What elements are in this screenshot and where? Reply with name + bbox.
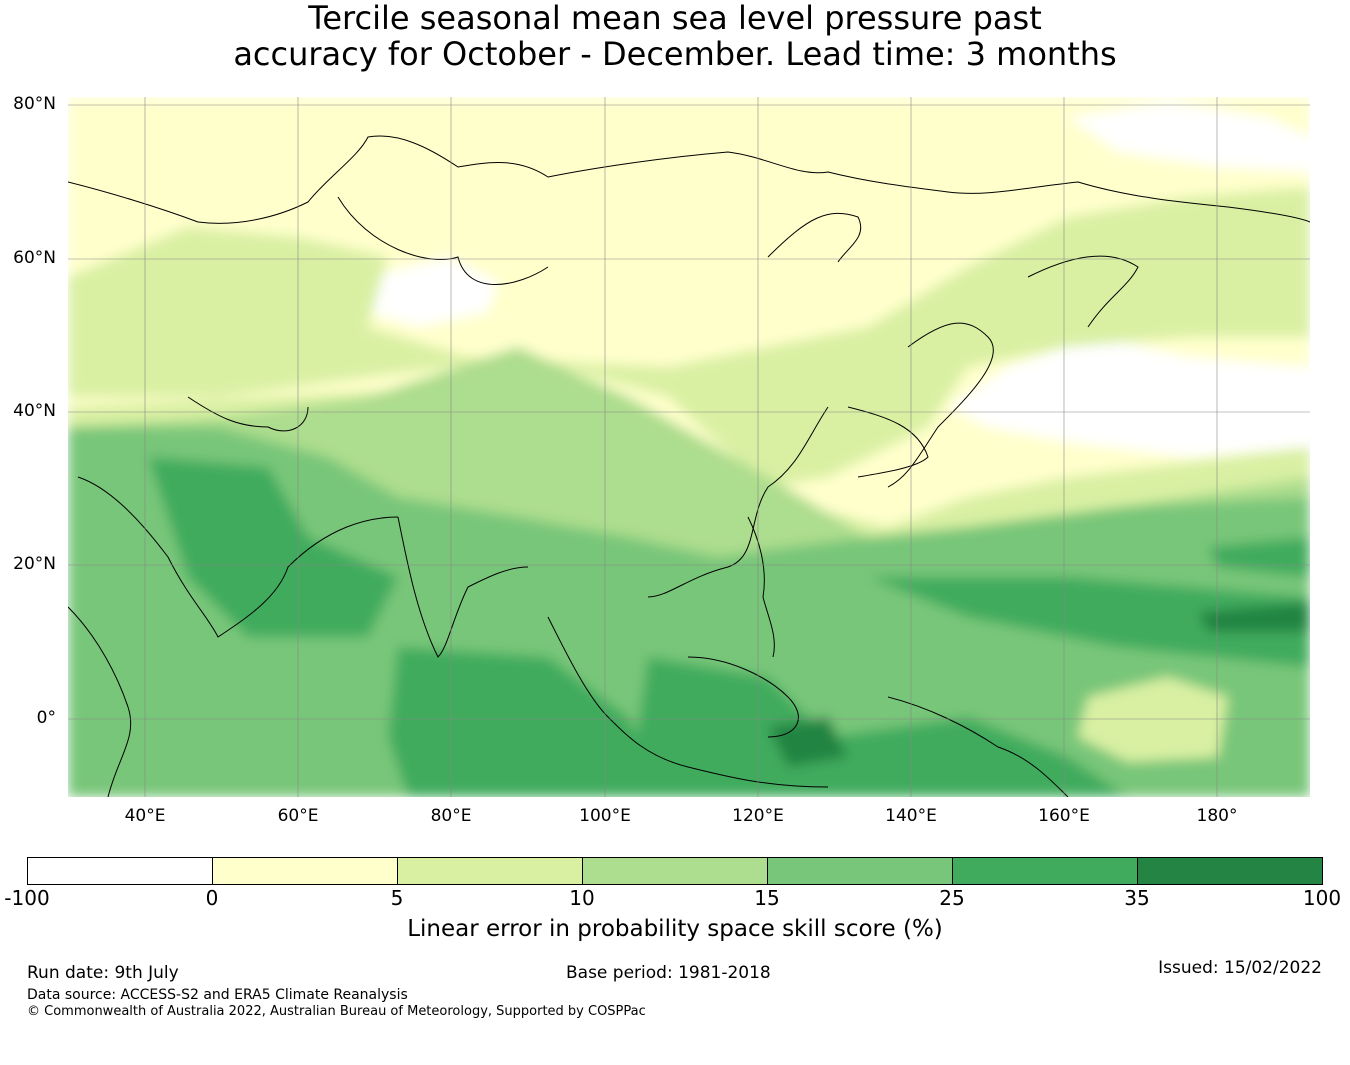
legend-swatch-5-10 xyxy=(398,858,583,884)
map-title: Tercile seasonal mean sea level pressure… xyxy=(0,0,1350,72)
fill-band-35-100-sulawesi xyxy=(768,717,848,767)
legend-swatch-neg100-0 xyxy=(28,858,213,884)
data-source: Data source: ACCESS-S2 and ERA5 Climate … xyxy=(27,987,408,1003)
coastline-okhotsk xyxy=(887,322,994,488)
lon-label-180: 180° xyxy=(1196,806,1238,826)
coastline-philippines xyxy=(747,516,775,658)
legend-tick-35: 35 xyxy=(1124,886,1150,910)
skill-fill-layer xyxy=(68,97,1310,797)
coastline-kamchatka xyxy=(1027,255,1139,328)
legend-tick-15: 15 xyxy=(754,886,780,910)
fill-band-5-10-north xyxy=(68,187,1310,487)
legend-tick-neg100: -100 xyxy=(4,886,50,910)
legend-swatch-0-5 xyxy=(213,858,398,884)
legend-colorbar xyxy=(27,857,1323,885)
lon-label-40e: 40°E xyxy=(124,806,166,826)
lon-label-80e: 80°E xyxy=(430,806,472,826)
legend-tick-10: 10 xyxy=(569,886,595,910)
legend-tick-25: 25 xyxy=(939,886,965,910)
fill-negative-arctic xyxy=(1068,102,1310,172)
lat-label-60n: 60°N xyxy=(13,248,56,268)
title-line-2: accuracy for October - December. Lead ti… xyxy=(233,35,1117,73)
coastline-borneo xyxy=(687,656,799,738)
fill-band-15-25 xyxy=(68,427,1310,797)
legend-label: Linear error in probability space skill … xyxy=(407,916,943,942)
lat-label-40n: 40°N xyxy=(13,401,56,421)
legend-swatch-15-25 xyxy=(768,858,953,884)
legend-swatch-10-15 xyxy=(583,858,768,884)
fill-band-25-35-arabia xyxy=(148,457,398,637)
fill-band-25-35-wpacific xyxy=(868,577,1310,667)
lon-label-120e: 120°E xyxy=(732,806,784,826)
fill-band-35-100-pacific xyxy=(1198,602,1310,632)
coastline-new-guinea xyxy=(887,696,1069,797)
gridlines xyxy=(68,97,1310,797)
lon-label-100e: 100°E xyxy=(579,806,631,826)
run-date: Run date: 9th July xyxy=(27,963,179,983)
legend-swatch-25-35 xyxy=(953,858,1138,884)
legend-tick-0: 0 xyxy=(205,886,219,910)
fill-band-25-35-maritime xyxy=(628,657,1128,797)
legend-tick-100: 100 xyxy=(1302,886,1342,910)
fill-band-25-35-indian-ocean xyxy=(388,647,668,797)
copyright: © Commonwealth of Australia 2022, Austra… xyxy=(27,1004,646,1019)
fill-band-25-35-pacific-north xyxy=(1208,537,1310,577)
lon-label-60e: 60°E xyxy=(277,806,319,826)
coastlines xyxy=(68,135,1310,797)
legend-swatch-35-100 xyxy=(1138,858,1322,884)
coastline-india xyxy=(397,516,529,658)
coastline-japan xyxy=(847,406,929,478)
skill-score-map xyxy=(68,97,1310,797)
coastline-arabia xyxy=(77,476,399,638)
fill-band-5-10-eq-pacific xyxy=(1078,677,1228,762)
lat-label-80n: 80°N xyxy=(13,94,56,114)
coastline-sumatra-java xyxy=(547,616,829,788)
fill-negative-npacific xyxy=(948,337,1310,457)
issued-date: Issued: 15/02/2022 xyxy=(1158,958,1322,978)
title-line-1: Tercile seasonal mean sea level pressure… xyxy=(308,0,1042,37)
legend-tick-5: 5 xyxy=(390,886,404,910)
lon-label-140e: 140°E xyxy=(885,806,937,826)
coastline-yamal xyxy=(337,196,549,285)
coastline-china xyxy=(647,406,829,598)
coastline-taymyr xyxy=(767,212,861,263)
lat-label-20n: 20°N xyxy=(13,554,56,574)
coastline-arctic xyxy=(68,135,1310,224)
coastline-caspian xyxy=(187,396,309,432)
base-period: Base period: 1981-2018 xyxy=(566,963,771,983)
fill-negative-siberia xyxy=(368,257,498,327)
coastline-east-africa xyxy=(68,606,132,797)
lat-label-0: 0° xyxy=(36,708,56,728)
lon-label-160e: 160°E xyxy=(1038,806,1090,826)
